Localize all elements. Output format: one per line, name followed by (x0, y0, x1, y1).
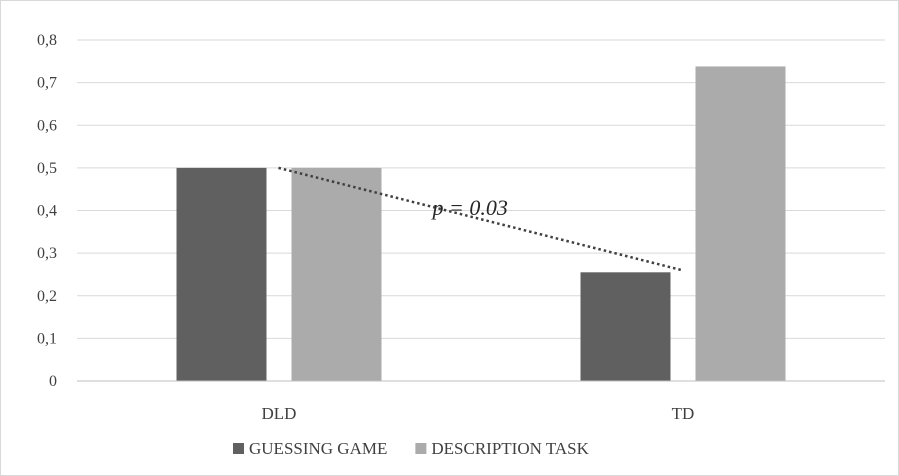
y-tick-label: 0,8 (37, 32, 57, 49)
bar-guessing-game-dld (176, 167, 267, 381)
y-tick-label: 0 (49, 373, 57, 390)
y-tick-label: 0,4 (37, 203, 57, 220)
bar-description-task-td (695, 66, 786, 382)
significance-annotation: p = 0.03 (278, 166, 683, 272)
legend-swatch (233, 443, 244, 454)
x-category-label: DLD (262, 404, 297, 423)
bar-guessing-game-td (580, 272, 671, 381)
significance-line (278, 166, 683, 272)
y-tick-label: 0,7 (37, 75, 57, 92)
legend-label: GUESSING GAME (249, 439, 387, 458)
x-category-label: TD (672, 404, 695, 423)
x-axis-category-labels: DLD TD (262, 404, 695, 423)
p-value-label: p = 0.03 (431, 195, 508, 220)
legend-label: DESCRIPTION TASK (431, 439, 589, 458)
legend-swatch (415, 443, 427, 454)
bar-description-task-dld (291, 167, 382, 381)
y-tick-label: 0,1 (37, 330, 57, 347)
y-axis-tick-labels: 0 0,1 0,2 0,3 0,4 0,5 0,6 0,7 0,8 (37, 32, 57, 390)
legend: GUESSING GAME DESCRIPTION TASK (233, 439, 590, 458)
y-tick-label: 0,6 (37, 117, 57, 134)
y-tick-label: 0,5 (37, 160, 57, 177)
y-tick-label: 0,2 (37, 288, 57, 305)
bars (176, 66, 786, 382)
y-tick-label: 0,3 (37, 245, 57, 262)
